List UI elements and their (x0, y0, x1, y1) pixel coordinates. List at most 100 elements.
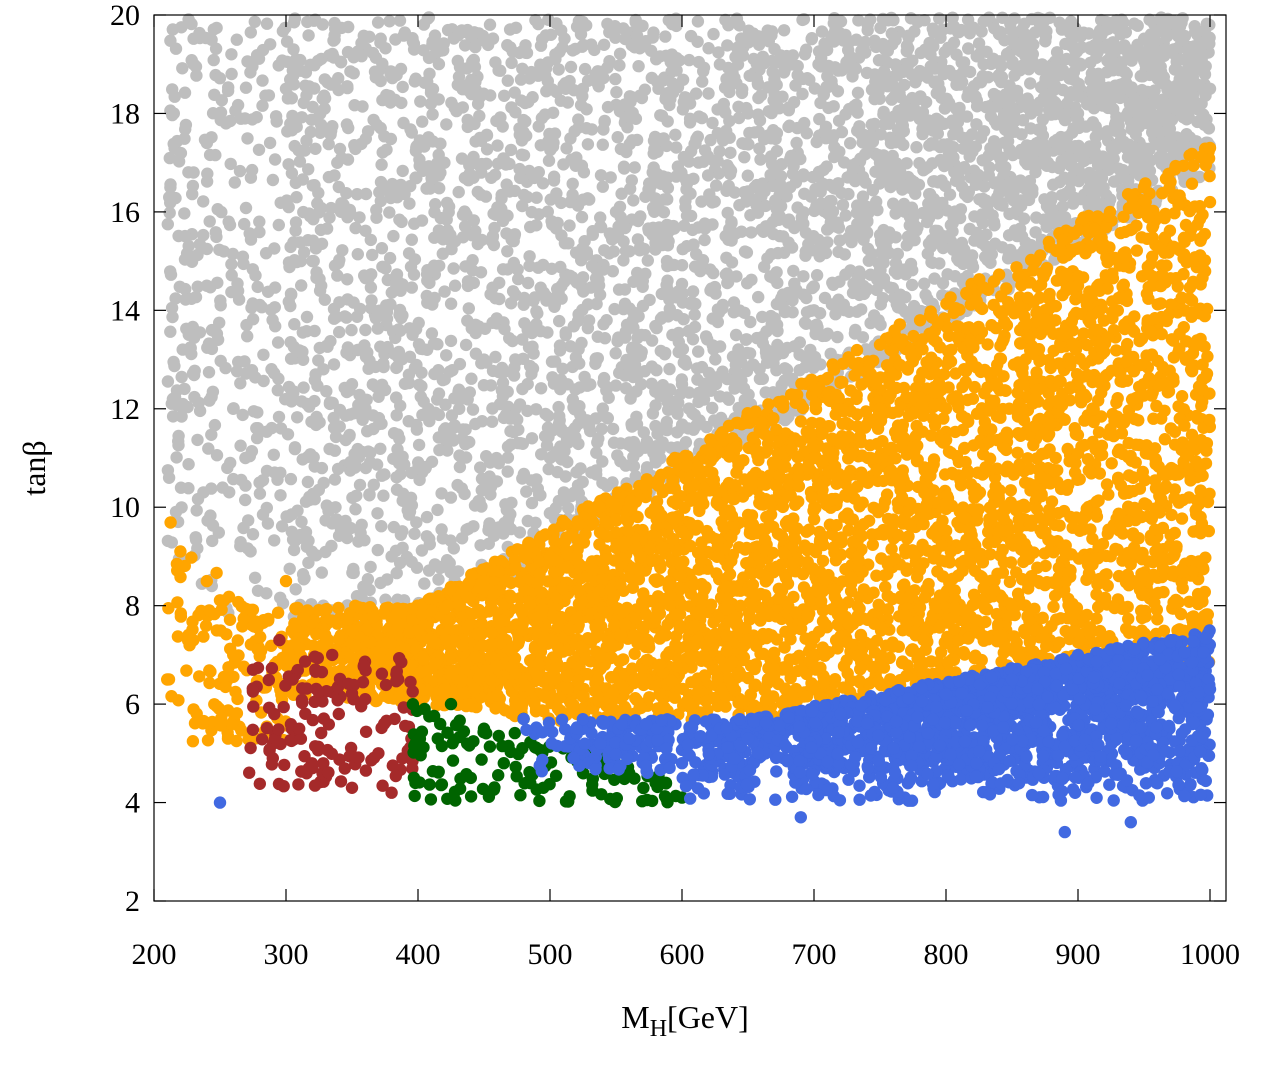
data-point (655, 313, 667, 325)
data-point (845, 236, 857, 248)
data-point (491, 201, 503, 213)
data-point (272, 336, 284, 348)
data-point (678, 151, 690, 163)
data-point (1034, 17, 1046, 29)
data-point (269, 153, 281, 165)
data-point (501, 210, 513, 222)
data-point (1003, 208, 1015, 220)
data-point (447, 262, 459, 274)
data-point (467, 151, 479, 163)
data-point (766, 158, 778, 170)
data-point (340, 187, 352, 199)
data-point (1004, 191, 1016, 203)
data-point (502, 517, 514, 529)
data-point (366, 249, 378, 261)
data-point (508, 426, 520, 438)
data-point (669, 397, 681, 409)
data-point (570, 351, 582, 363)
data-point (390, 471, 402, 483)
data-point (405, 467, 417, 479)
data-point (551, 466, 563, 478)
data-point (469, 135, 481, 147)
data-point (601, 61, 613, 73)
data-point (505, 297, 517, 309)
data-point (242, 542, 254, 554)
data-point (183, 240, 195, 252)
data-point (486, 416, 498, 428)
data-point (878, 65, 890, 77)
data-point (567, 178, 579, 190)
data-point (861, 283, 873, 295)
data-point (360, 188, 372, 200)
data-point (280, 83, 292, 95)
data-point (182, 458, 194, 470)
data-point (215, 106, 227, 118)
data-point (975, 25, 987, 37)
data-point (300, 89, 312, 101)
data-point (778, 24, 790, 36)
data-point (266, 314, 278, 326)
data-point (472, 186, 484, 198)
data-point (399, 493, 411, 505)
data-point (423, 533, 435, 545)
data-point (284, 300, 296, 312)
data-point (1158, 97, 1170, 109)
data-point (1189, 55, 1201, 67)
data-point (178, 383, 190, 395)
data-point (619, 222, 631, 234)
data-point (433, 182, 445, 194)
data-point (742, 138, 754, 150)
data-point (438, 157, 450, 169)
data-point (1045, 108, 1057, 120)
data-point (167, 23, 179, 35)
data-point (1003, 143, 1015, 155)
data-point (240, 202, 252, 214)
data-point (390, 391, 402, 403)
data-point (580, 19, 592, 31)
data-point (1164, 123, 1176, 135)
data-point (360, 462, 372, 474)
data-point (988, 219, 1000, 231)
data-point (733, 19, 745, 31)
data-point (910, 141, 922, 153)
data-point (319, 514, 331, 526)
data-point (321, 340, 333, 352)
data-point (329, 501, 341, 513)
data-point (1097, 150, 1109, 162)
data-point (310, 242, 322, 254)
data-point (609, 32, 621, 44)
data-point (289, 12, 301, 24)
data-point (323, 138, 335, 150)
data-point (187, 367, 199, 379)
data-point (304, 59, 316, 71)
data-point (687, 285, 699, 297)
data-point (460, 339, 472, 351)
data-point (210, 22, 222, 34)
data-point (1014, 178, 1026, 190)
data-point (470, 327, 482, 339)
data-point (337, 199, 349, 211)
data-point (788, 340, 800, 352)
data-point (877, 38, 889, 50)
data-point (720, 252, 732, 264)
data-point (650, 440, 662, 452)
data-point (753, 363, 765, 375)
data-point (315, 224, 327, 236)
data-point (437, 532, 449, 544)
data-point (507, 285, 519, 297)
data-point (390, 271, 402, 283)
data-point (483, 538, 495, 550)
data-point (677, 74, 689, 86)
data-point (1084, 74, 1096, 86)
data-point (962, 42, 974, 54)
data-point (869, 76, 881, 88)
data-point (227, 403, 239, 415)
data-point (1004, 177, 1016, 189)
data-point (544, 507, 556, 519)
data-point (234, 440, 246, 452)
data-point (1128, 18, 1140, 30)
data-point (926, 157, 938, 169)
data-point (491, 475, 503, 487)
data-point (291, 411, 303, 423)
data-point (555, 280, 567, 292)
